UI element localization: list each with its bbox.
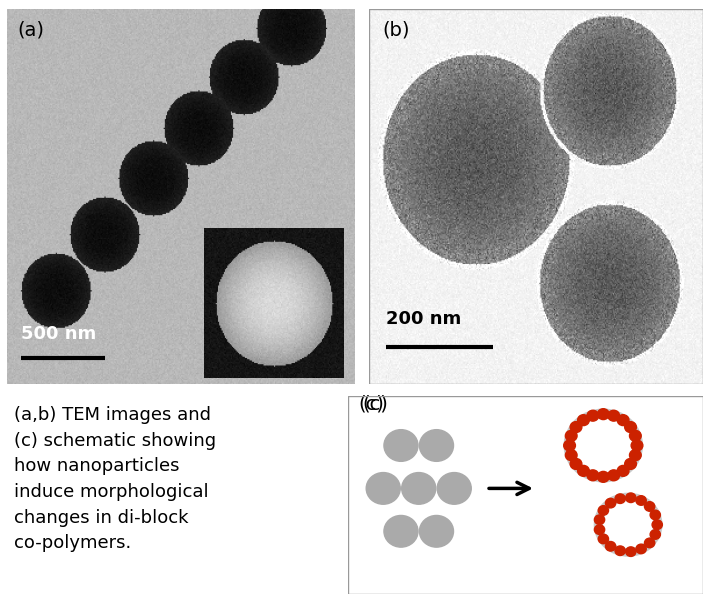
Circle shape — [650, 510, 660, 520]
Circle shape — [594, 493, 662, 556]
Circle shape — [384, 515, 418, 547]
Circle shape — [419, 515, 454, 547]
Circle shape — [645, 502, 655, 511]
Circle shape — [605, 542, 616, 551]
Circle shape — [566, 430, 577, 441]
Text: (a,b) TEM images and
(c) schematic showing
how nanoparticles
induce morphologica: (a,b) TEM images and (c) schematic showi… — [14, 406, 216, 553]
Circle shape — [636, 544, 646, 554]
Circle shape — [597, 472, 609, 482]
Circle shape — [594, 525, 604, 535]
Text: (c): (c) — [362, 395, 388, 414]
Circle shape — [636, 496, 646, 505]
Circle shape — [615, 546, 625, 556]
Text: 200 nm: 200 nm — [386, 310, 461, 328]
Circle shape — [608, 470, 619, 481]
Circle shape — [652, 520, 663, 529]
Circle shape — [598, 506, 609, 515]
Text: (b): (b) — [383, 20, 410, 39]
Circle shape — [626, 493, 636, 503]
Circle shape — [566, 450, 577, 461]
Circle shape — [617, 415, 629, 425]
Circle shape — [587, 410, 599, 421]
Circle shape — [631, 440, 643, 451]
Circle shape — [587, 470, 599, 481]
Circle shape — [630, 450, 641, 461]
Circle shape — [594, 515, 604, 524]
Circle shape — [564, 440, 576, 451]
Circle shape — [608, 410, 619, 421]
Circle shape — [437, 473, 471, 504]
Circle shape — [617, 466, 629, 476]
Circle shape — [630, 430, 641, 441]
Circle shape — [605, 499, 616, 508]
Circle shape — [626, 547, 636, 556]
Text: 500 nm: 500 nm — [21, 325, 96, 343]
Circle shape — [419, 430, 454, 461]
Circle shape — [578, 415, 589, 425]
Circle shape — [625, 422, 637, 433]
Circle shape — [650, 530, 660, 539]
Circle shape — [615, 494, 625, 503]
Circle shape — [402, 473, 436, 504]
Text: (a): (a) — [18, 20, 44, 39]
Circle shape — [604, 502, 652, 547]
Circle shape — [366, 473, 400, 504]
Circle shape — [570, 422, 582, 433]
Circle shape — [384, 430, 418, 461]
Circle shape — [645, 538, 655, 548]
Circle shape — [564, 409, 642, 482]
Circle shape — [598, 534, 609, 544]
Circle shape — [625, 458, 637, 469]
Circle shape — [597, 409, 609, 419]
Circle shape — [578, 466, 589, 476]
Text: (c): (c) — [358, 394, 384, 413]
Circle shape — [575, 419, 632, 472]
Circle shape — [570, 458, 582, 469]
